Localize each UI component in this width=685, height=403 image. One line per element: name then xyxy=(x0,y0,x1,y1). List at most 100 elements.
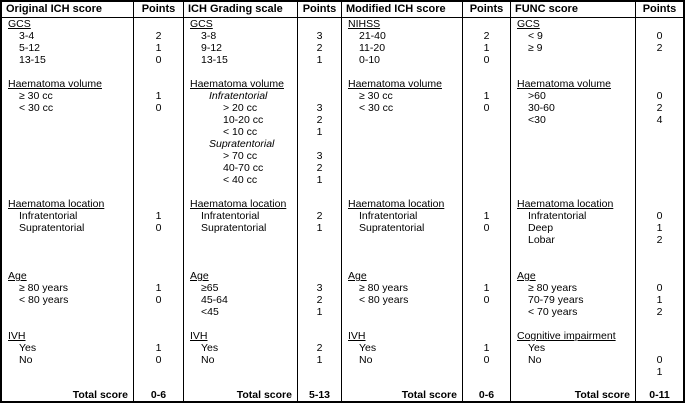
criterion-value-row: ≥ 80 years 0 xyxy=(511,282,683,294)
row-label: < 80 years xyxy=(19,294,69,306)
total-score-label: Total score xyxy=(72,389,128,401)
row-points xyxy=(635,66,683,78)
row-label: Supratentorial xyxy=(19,222,85,234)
row-points xyxy=(635,174,683,186)
row-points xyxy=(133,174,183,186)
row-label: 10-20 cc xyxy=(223,114,264,126)
row-points: 1 xyxy=(133,342,183,354)
row-label: Age xyxy=(517,270,536,282)
row-label: Yes xyxy=(528,342,546,354)
criterion-section-row: Haematoma volume xyxy=(2,78,183,90)
row-label: ≥ 80 years xyxy=(359,282,408,294)
row-label xyxy=(342,138,462,150)
criterion-value-row: <30 4 xyxy=(511,114,683,126)
spacer-row xyxy=(2,234,183,246)
row-points: 0 xyxy=(635,30,683,42)
row-points xyxy=(462,318,510,330)
row-label: Haematoma location xyxy=(348,198,445,210)
spacer-row xyxy=(342,378,510,390)
row-points xyxy=(133,66,183,78)
row-label: Infratentorial xyxy=(528,210,587,222)
spacer-row xyxy=(342,318,510,330)
criterion-value-row: 5-12 1 xyxy=(2,42,183,54)
criterion-value-row: ≥ 80 years 1 xyxy=(342,282,510,294)
row-points xyxy=(462,162,510,174)
group-title: Original ICH score xyxy=(6,3,102,15)
criterion-section-row: Haematoma location xyxy=(2,198,183,210)
row-points: 3 xyxy=(297,102,341,114)
total-score-range: 0-11 xyxy=(635,390,683,401)
criterion-value-row: Supratentorial 1 xyxy=(184,222,341,234)
criterion-section-row: Haematoma volume xyxy=(184,78,341,90)
spacer-row xyxy=(184,318,341,330)
row-points xyxy=(297,198,341,210)
row-label xyxy=(342,114,462,126)
criterion-value-row: Infratentorial 1 xyxy=(2,210,183,222)
row-points xyxy=(462,150,510,162)
row-points xyxy=(635,378,683,390)
row-points xyxy=(462,198,510,210)
row-label: ≥ 80 years xyxy=(19,282,68,294)
criterion-section-row: Haematoma location xyxy=(511,198,683,210)
spacer-row xyxy=(511,318,683,330)
row-points: 2 xyxy=(462,30,510,42)
criterion-section-row: Cognitive impairment xyxy=(511,330,683,342)
row-label xyxy=(511,174,635,186)
row-points xyxy=(635,126,683,138)
row-label: ≥ 30 cc xyxy=(359,90,393,102)
row-points: 1 xyxy=(462,210,510,222)
row-label xyxy=(342,126,462,138)
row-points xyxy=(133,138,183,150)
row-points xyxy=(297,90,341,102)
row-points: 1 xyxy=(635,366,683,378)
row-label xyxy=(2,150,133,162)
spacer-row xyxy=(511,126,683,138)
group-body: GCS 3-4 2 5-12 1 13-15 0 Haematoma volume ≥ 30 c… xyxy=(2,18,183,401)
row-label xyxy=(184,66,297,78)
spacer-row xyxy=(2,66,183,78)
row-points xyxy=(462,138,510,150)
row-label xyxy=(2,186,133,198)
criterion-value-row: Supratentorial 0 xyxy=(342,222,510,234)
row-label: Supratentorial xyxy=(201,222,267,234)
spacer-row xyxy=(511,66,683,78)
column-group-modified-ich-score: Modified ICH score Points NIHSS 21-40 2 11-… xyxy=(341,2,510,401)
spacer-row xyxy=(2,150,183,162)
row-label xyxy=(2,126,133,138)
spacer-row xyxy=(2,174,183,186)
criterion-value-row: Infratentorial xyxy=(184,90,341,102)
spacer-row xyxy=(342,186,510,198)
row-label: 40-70 cc xyxy=(223,162,264,174)
criterion-value-row: 1 xyxy=(511,366,683,378)
row-label: Haematoma volume xyxy=(190,78,284,90)
spacer-row xyxy=(2,318,183,330)
spacer-row xyxy=(2,162,183,174)
row-label xyxy=(2,306,133,318)
row-points: 2 xyxy=(133,30,183,42)
row-label: IVH xyxy=(348,330,366,342)
points-column-header: Points xyxy=(462,2,510,17)
criterion-value-row: No 0 xyxy=(342,354,510,366)
criterion-value-row: 0-10 0 xyxy=(342,54,510,66)
row-points xyxy=(133,234,183,246)
criterion-value-row: Yes 1 xyxy=(2,342,183,354)
row-points: 1 xyxy=(297,126,341,138)
row-points: 1 xyxy=(297,354,341,366)
criterion-section-row: Age xyxy=(511,270,683,282)
total-score-range: 5-13 xyxy=(297,390,341,401)
criterion-section-row: Haematoma location xyxy=(184,198,341,210)
spacer-row xyxy=(342,126,510,138)
row-label: <30 xyxy=(528,114,546,126)
points-column-header: Points xyxy=(133,2,183,17)
spacer-row xyxy=(184,66,341,78)
row-points xyxy=(133,198,183,210)
spacer-row xyxy=(2,258,183,270)
row-label: 3-4 xyxy=(19,30,35,42)
row-points xyxy=(462,378,510,390)
row-label: 0-10 xyxy=(359,54,381,66)
spacer-row xyxy=(184,246,341,258)
row-points xyxy=(297,378,341,390)
criterion-value-row: < 10 cc 1 xyxy=(184,126,341,138)
row-label xyxy=(342,186,462,198)
